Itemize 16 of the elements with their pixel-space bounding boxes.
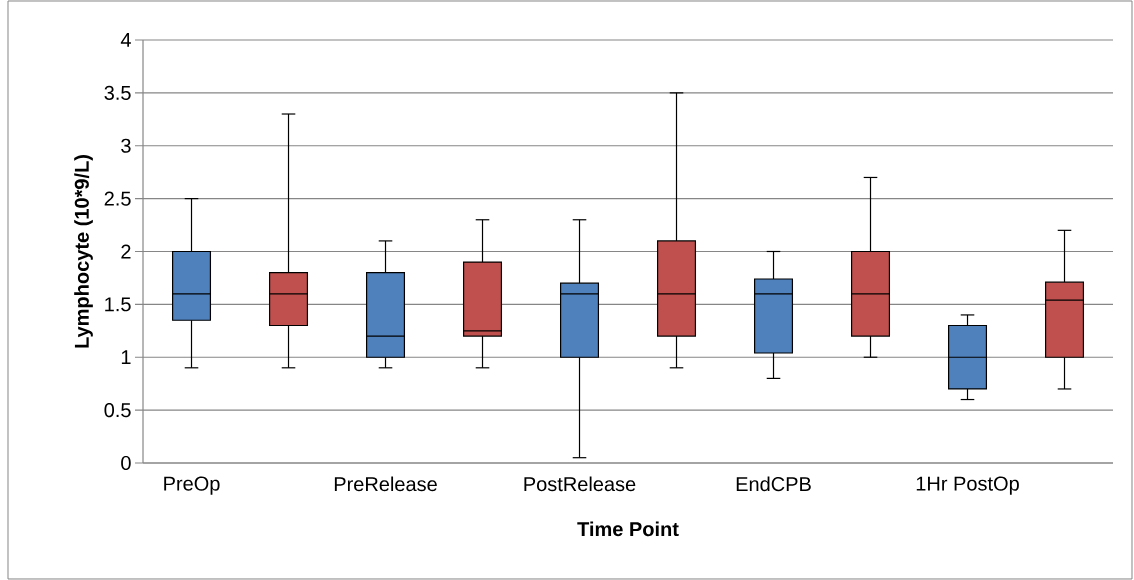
- y-tick-label: 3: [121, 138, 131, 153]
- y-tick-label: 2.5: [104, 191, 131, 206]
- x-tick-label: PreOp: [164, 476, 220, 495]
- x-tick-label: 1Hr PostOp: [916, 476, 1019, 495]
- y-tick-label: 0: [121, 455, 131, 471]
- y-tick-label: 2: [121, 244, 131, 259]
- y-tick-label: 1.5: [105, 297, 131, 312]
- y-tick-label: 4: [120, 33, 131, 47]
- x-tick-label: PostRelease: [524, 476, 636, 492]
- y-tick-label: 3.5: [104, 85, 131, 100]
- x-tick-label: PreRelease: [334, 476, 437, 492]
- y-tick-label: 1: [121, 350, 131, 365]
- y-axis-title: Lymphocyte (10*9/L): [74, 155, 93, 348]
- x-tick-label: EndCPB: [736, 476, 811, 492]
- y-tick-label: 0.5: [104, 403, 131, 418]
- x-axis-title: Time Point: [577, 521, 679, 537]
